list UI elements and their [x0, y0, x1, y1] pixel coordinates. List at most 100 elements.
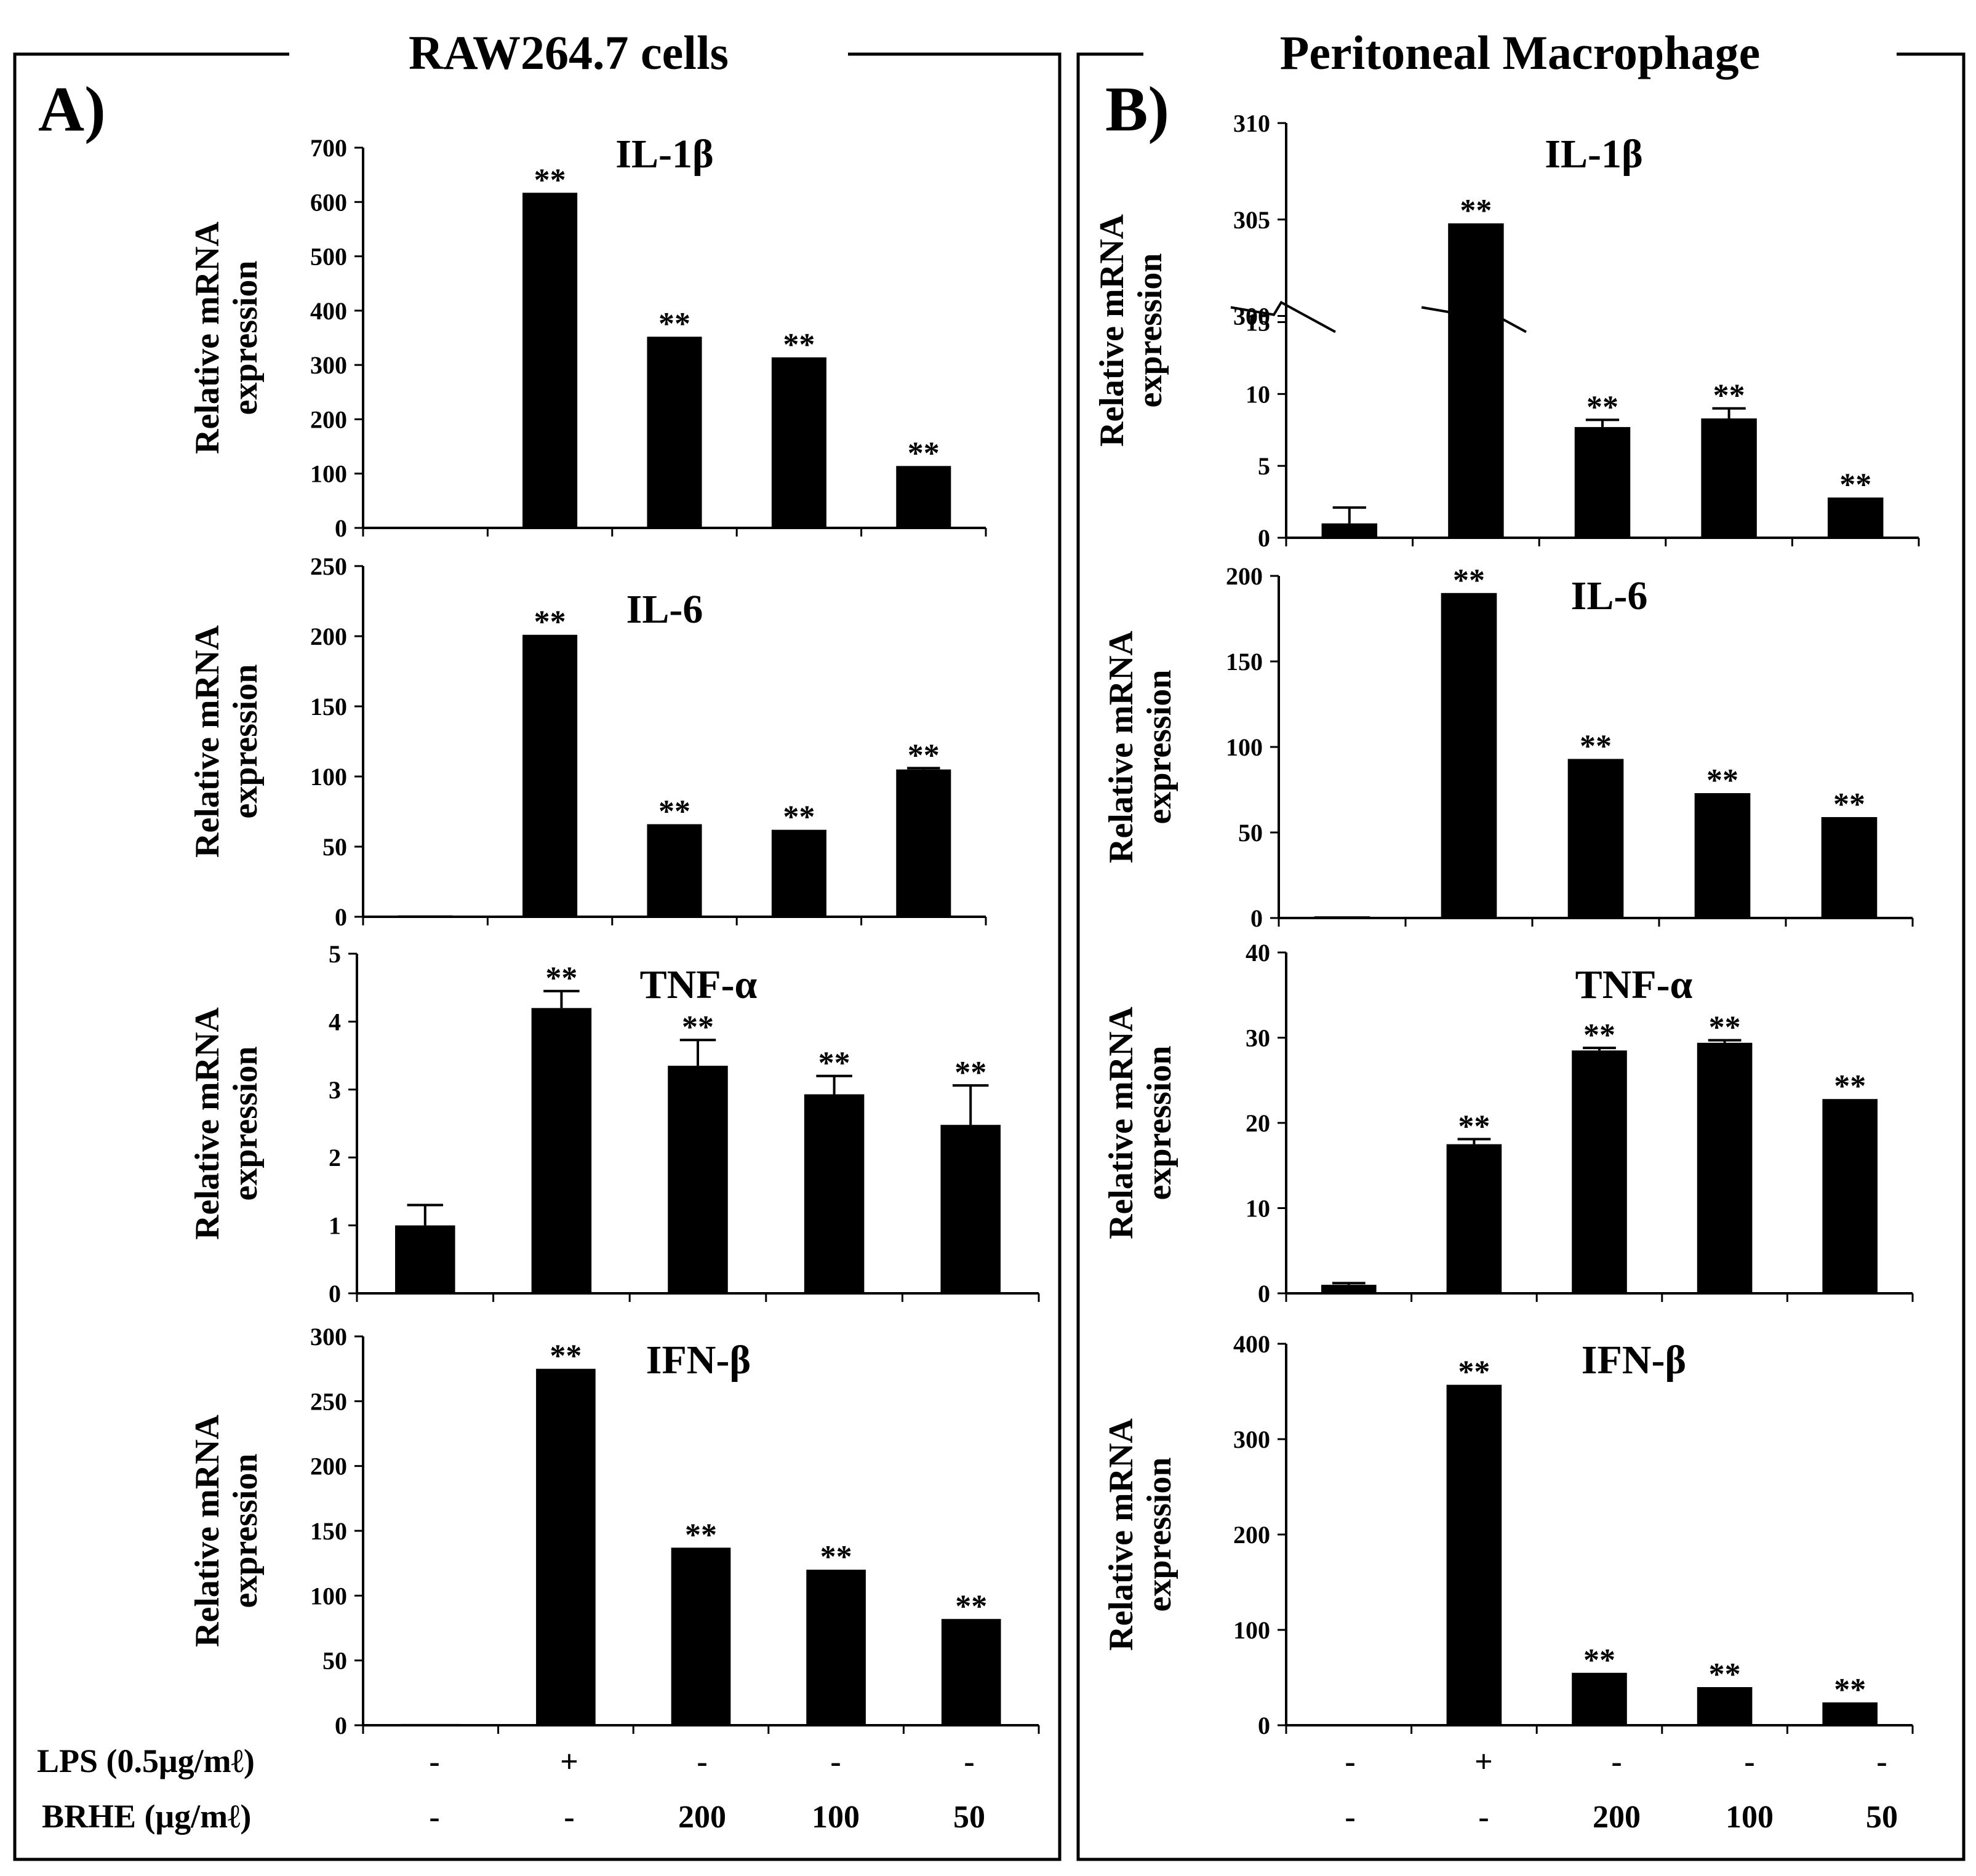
y-axis-label: Relative mRNAexpression: [188, 1414, 265, 1646]
bar: [395, 1225, 455, 1293]
bar: [806, 1570, 866, 1725]
y-axis-label-line: Relative mRNA: [188, 1414, 226, 1646]
y-axis-label-line: Relative mRNA: [1093, 214, 1131, 446]
panel-a-frame: [13, 52, 1062, 1861]
y-tick-label: 310: [1233, 110, 1270, 137]
y-tick-label: 0: [329, 1280, 341, 1307]
treatment-row-b: - + - - - - - 200 100 50: [1345, 1744, 1898, 1835]
y-axis-label: Relative mRNAexpression: [1102, 630, 1178, 863]
significance-mark: **: [820, 1539, 852, 1575]
gene-title: IFN-β: [1582, 1338, 1686, 1383]
brhe-value-b2: -: [1478, 1800, 1489, 1835]
significance-mark: **: [534, 162, 566, 198]
bar: [1822, 1099, 1878, 1293]
y-axis-label: Relative mRNAexpression: [188, 221, 265, 453]
gene-title: IL-6: [1571, 573, 1648, 618]
lps-value-b3: -: [1611, 1744, 1622, 1779]
significance-mark: **: [534, 605, 566, 640]
significance-mark: **: [545, 961, 577, 996]
charts-layer: 0100200300400500600700********IL-1βRelat…: [188, 110, 1920, 1739]
brhe-label: BRHE (μg/mℓ): [42, 1798, 251, 1835]
bar: [1441, 593, 1497, 918]
bar: [1321, 1724, 1377, 1726]
y-axis-label-line: expression: [226, 1454, 265, 1608]
chart-b-3: 0 10 20 30 40 ** ** ** ** TNF-α Relative mRNAexpre…: [1102, 939, 1914, 1307]
bar: [398, 915, 453, 917]
lps-label: LPS (0.5μg/mℓ): [37, 1742, 255, 1779]
y-tick-label: 0: [335, 1712, 347, 1739]
bar: [1574, 427, 1631, 538]
significance-mark: **: [550, 1339, 582, 1374]
chart-a-1: 0 100 200 300 400 500 600 700 ** ** ** ** IL-1β Relat…: [188, 132, 987, 542]
bar: [1567, 759, 1624, 918]
chart-a-2: 0 50 100 150 200 250 ** ** ** ** IL-6 Relative mRNA…: [188, 553, 987, 931]
chart-b-4: 0 100 200 300 400 ** ** ** ** IFN-β Relative mRNAe…: [1102, 1330, 1914, 1739]
y-axis-label-line: Relative mRNA: [188, 625, 226, 857]
y-axis-label-line: Relative mRNA: [1102, 1418, 1140, 1650]
bar: [1448, 223, 1504, 538]
lps-value-a5: -: [964, 1744, 974, 1779]
y-tick-label: 30: [1246, 1024, 1270, 1052]
significance-mark: **: [1458, 1109, 1490, 1144]
y-tick-label: 50: [322, 1647, 347, 1675]
y-tick-label: 300: [1233, 1426, 1270, 1453]
significance-mark: **: [1453, 563, 1485, 598]
bar: [941, 1619, 1001, 1725]
y-axis-label-line: Relative mRNA: [188, 221, 226, 453]
y-axis-label-line: expression: [226, 1047, 265, 1201]
y-tick-label: 2: [329, 1144, 341, 1172]
significance-mark: **: [818, 1046, 850, 1081]
gene-title: IFN-β: [646, 1338, 751, 1383]
y-tick-label: 600: [310, 188, 347, 216]
brhe-value-b1: -: [1345, 1800, 1355, 1835]
significance-mark: **: [954, 1055, 986, 1090]
brhe-value-b4: 100: [1726, 1800, 1774, 1835]
bar: [398, 527, 453, 529]
gene-title: IL-1β: [1545, 132, 1642, 177]
y-axis-label-line: expression: [226, 261, 265, 415]
y-tick-label: 400: [1233, 1330, 1270, 1358]
significance-mark: **: [1713, 378, 1745, 413]
y-tick-label: 5: [1258, 452, 1270, 480]
y-tick-label: 200: [310, 623, 347, 650]
y-tick-label: 0: [335, 514, 347, 542]
bar: [896, 466, 951, 528]
y-tick-label: 100: [1233, 1616, 1270, 1644]
y-tick-label: 700: [310, 134, 347, 162]
significance-mark: **: [908, 436, 940, 471]
y-tick-label: 3: [329, 1076, 341, 1104]
panel-b-title: Peritoneal Macrophage: [1280, 26, 1761, 79]
bar: [1822, 1702, 1878, 1725]
significance-mark: **: [1709, 1657, 1741, 1692]
y-tick-label: 500: [310, 243, 347, 271]
bar: [668, 1066, 728, 1293]
significance-mark: **: [1834, 1069, 1866, 1104]
lps-value-a2: +: [560, 1744, 578, 1779]
y-tick-label: 0: [1258, 1712, 1270, 1739]
brhe-value-b5: 50: [1866, 1800, 1898, 1835]
brhe-value-a3: 200: [678, 1800, 726, 1835]
brhe-value-a1: -: [429, 1800, 439, 1835]
y-axis-label-line: expression: [1140, 1458, 1178, 1612]
y-tick-label: 0: [335, 903, 347, 931]
bar: [1446, 1144, 1502, 1293]
lps-value-a1: -: [429, 1744, 439, 1779]
significance-mark: **: [685, 1517, 717, 1552]
bar: [671, 1547, 731, 1725]
bar: [647, 337, 702, 528]
panel-b-frame: [1076, 52, 1966, 1861]
y-tick-label: 20: [1246, 1109, 1270, 1137]
chart-b-2: 0 50 100 150 200 ** ** ** ** IL-6 Relative mRNAexp…: [1102, 562, 1914, 932]
y-axis-label-line: Relative mRNA: [1102, 1006, 1140, 1239]
y-tick-label: 250: [310, 553, 347, 580]
y-axis-label: Relative mRNAexpression: [1093, 214, 1169, 446]
bar: [1821, 816, 1878, 918]
gene-title: TNF-α: [1575, 962, 1693, 1007]
bar: [1701, 418, 1757, 538]
significance-mark: **: [783, 800, 815, 835]
bar: [1697, 1042, 1753, 1293]
y-tick-label: 40: [1246, 939, 1270, 967]
